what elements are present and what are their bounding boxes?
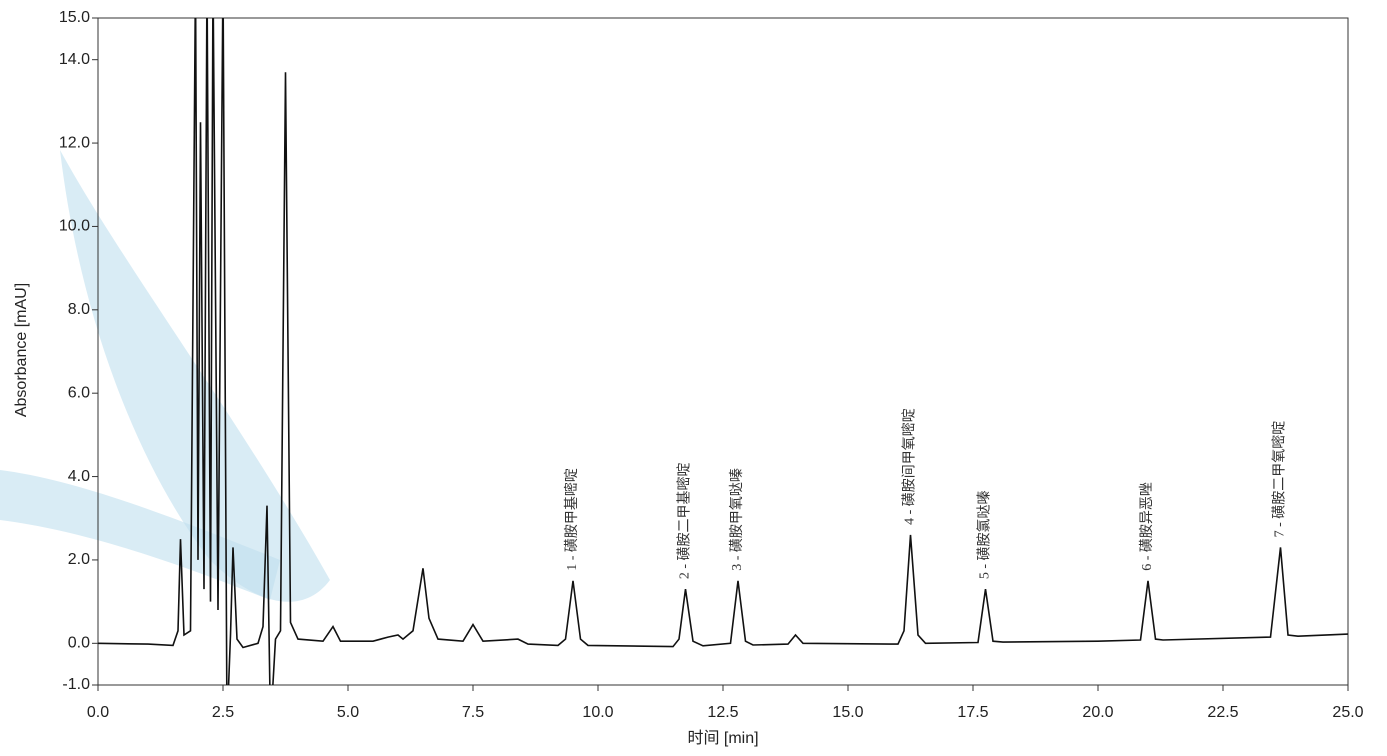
peak-label: 3 - 磺胺甲氧哒嗪 (728, 468, 745, 571)
peak-label: 4 - 磺胺间甲氧嘧啶 (901, 408, 918, 525)
y-tick-label: 6.0 (68, 384, 90, 401)
x-tick-label: 0.0 (87, 704, 109, 721)
y-tick-label: 15.0 (59, 9, 90, 26)
y-tick-label: 12.0 (59, 134, 90, 151)
x-tick-label: 15.0 (832, 704, 863, 721)
y-tick-label: 14.0 (59, 51, 90, 68)
y-tick-label: 0.0 (68, 635, 90, 652)
x-tick-label: 25.0 (1332, 704, 1363, 721)
x-tick-label: 22.5 (1207, 704, 1238, 721)
x-tick-label: 12.5 (707, 704, 738, 721)
x-tick-label: 20.0 (1082, 704, 1113, 721)
y-tick-label: 8.0 (68, 301, 90, 318)
peak-label: 1 - 磺胺甲基嘧啶 (563, 468, 580, 571)
peak-label: 6 - 磺胺异恶唑 (1139, 482, 1155, 571)
x-axis-label: 时间 [min] (687, 729, 758, 747)
x-tick-label: 2.5 (212, 704, 234, 721)
plot-area (98, 18, 1348, 685)
peak-label: 2 - 磺胺二甲基嘧啶 (676, 462, 693, 579)
peak-label: 5 - 磺胺氯哒嗪 (976, 490, 993, 579)
peak-label: 7 - 磺胺二甲氧嘧啶 (1271, 421, 1288, 538)
watermark-swoosh (60, 150, 330, 602)
y-tick-label: 2.0 (68, 551, 90, 568)
x-tick-label: 7.5 (462, 704, 484, 721)
y-axis-label: Absorbance [mAU] (13, 283, 30, 417)
y-tick-label: 10.0 (59, 218, 90, 235)
x-tick-label: 17.5 (957, 704, 988, 721)
y-tick-label: -1.0 (62, 676, 90, 693)
y-tick-label: 4.0 (68, 468, 90, 485)
x-tick-label: 5.0 (337, 704, 359, 721)
trace (98, 18, 1348, 685)
x-tick-label: 10.0 (582, 704, 613, 721)
